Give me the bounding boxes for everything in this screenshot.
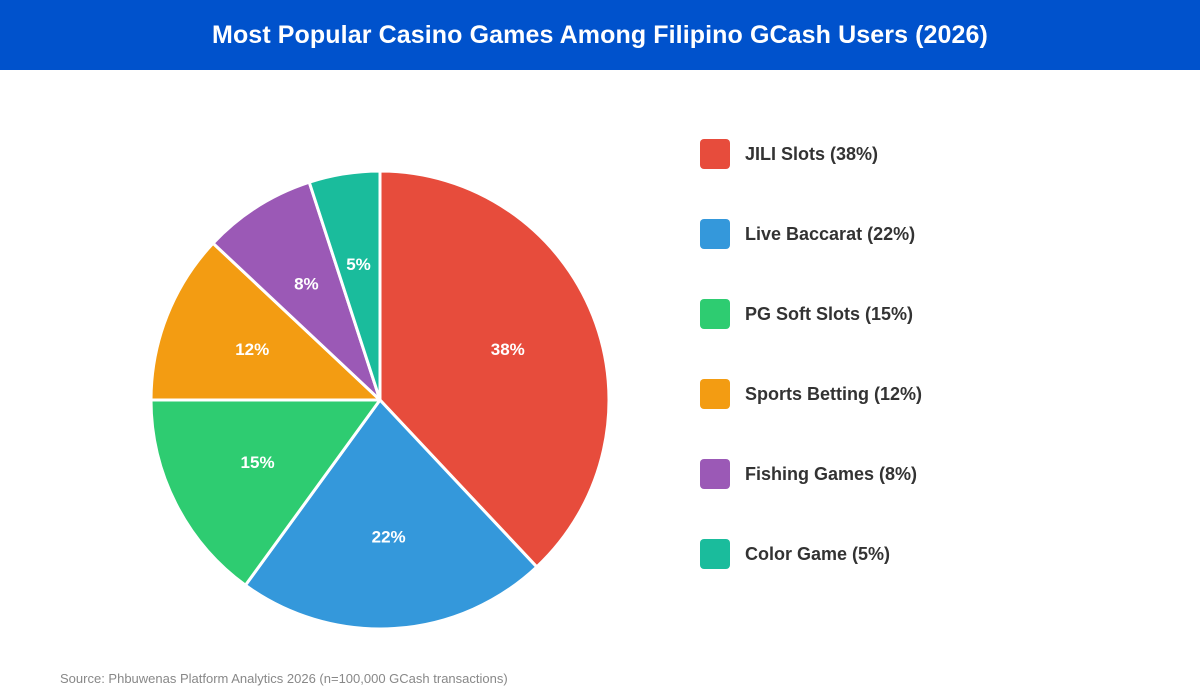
legend-item-jili-slots: JILI Slots (38%) <box>700 139 922 169</box>
pie-slice-jili-slots <box>378 169 611 569</box>
legend-label: Color Game (5%) <box>745 543 891 564</box>
legend-swatch <box>700 379 730 409</box>
legend: JILI Slots (38%) Live Baccarat (22%) PG … <box>700 139 922 619</box>
pie-slice-sports-betting <box>149 241 382 402</box>
legend-item-color-game: Color Game (5%) <box>700 539 922 569</box>
title-bar: Most Popular Casino Games Among Filipino… <box>0 0 1200 70</box>
pie-slice-fishing-games <box>211 180 382 402</box>
slice-label-sports-betting: 12% <box>235 340 269 359</box>
legend-swatch <box>700 219 730 249</box>
slice-label-fishing-games: 8% <box>294 274 319 293</box>
legend-swatch <box>700 459 730 489</box>
slice-label-color-game: 5% <box>346 255 371 274</box>
legend-swatch <box>700 139 730 169</box>
legend-label: Fishing Games (8%) <box>745 463 918 484</box>
slice-label-live-baccarat: 22% <box>372 528 406 547</box>
legend-label: JILI Slots (38%) <box>745 143 879 164</box>
legend-item-pg-soft-slots: PG Soft Slots (15%) <box>700 299 922 329</box>
legend-item-sports-betting: Sports Betting (12%) <box>700 379 922 409</box>
pie-slice-color-game <box>307 169 382 402</box>
slice-label-jili-slots: 38% <box>491 340 525 359</box>
pie-chart: 38% 22% 15% 12% 8% 5% <box>149 169 611 631</box>
slice-label-pg-soft-slots: 15% <box>241 453 275 472</box>
chart-title: Most Popular Casino Games Among Filipino… <box>212 20 988 49</box>
legend-label: Live Baccarat (22%) <box>745 223 916 244</box>
pie-slice-live-baccarat <box>243 398 539 631</box>
source-note: Source: Phbuwenas Platform Analytics 202… <box>60 671 508 686</box>
legend-item-live-baccarat: Live Baccarat (22%) <box>700 219 922 249</box>
legend-item-fishing-games: Fishing Games (8%) <box>700 459 922 489</box>
legend-label: Sports Betting (12%) <box>745 383 923 404</box>
legend-label: PG Soft Slots (15%) <box>745 303 914 324</box>
legend-swatch <box>700 539 730 569</box>
legend-swatch <box>700 299 730 329</box>
pie-slice-pg-soft-slots <box>149 398 382 587</box>
